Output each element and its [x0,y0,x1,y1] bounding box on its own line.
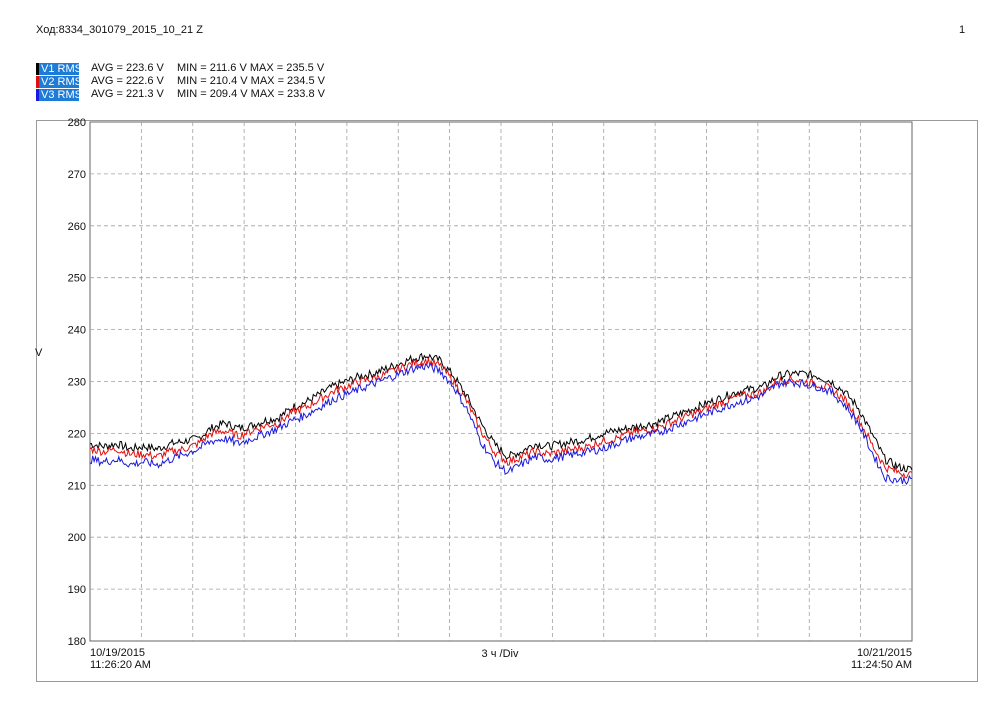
y-tick-label: 200 [68,532,86,544]
y-tick-label: 250 [68,273,86,285]
y-axis-label: V [35,347,43,359]
legend-swatch-v3 [36,88,39,101]
legend-swatch-v2 [36,75,39,88]
page-number: 1 [959,24,966,36]
legend-row-v2: V2 RMS AVG = 222.6 V MIN = 210.4 V MAX =… [36,75,325,88]
legend-row-v3: V3 RMS AVG = 221.3 V MIN = 209.4 V MAX =… [36,88,325,101]
legend-series-name: V3 RMS [39,88,82,101]
chart-series [89,352,913,486]
legend-minmax: MIN = 211.6 V MAX = 235.5 V [177,62,325,74]
y-tick-label: 260 [68,221,86,233]
x-start-date: 10/19/2015 [90,647,145,659]
x-end-time: 11:24:50 AM [851,659,912,671]
series-line-v2-rms [89,357,913,479]
legend-series-name: V2 RMS [39,75,82,88]
legend-avg: AVG = 223.6 V [91,62,164,74]
legend-avg: AVG = 222.6 V [91,75,164,87]
legend-series-name: V1 RMS [39,62,82,75]
legend: V1 RMS AVG = 223.6 V MIN = 211.6 V MAX =… [36,62,325,101]
legend-minmax: MIN = 209.4 V MAX = 233.8 V [177,88,325,100]
y-tick-label: 190 [68,584,86,596]
y-tick-labels: 280 270 260 250 240 230 220 210 200 190 180 [68,117,86,648]
y-tick-label: 270 [68,169,86,181]
legend-swatch-v1 [36,62,39,75]
chart-frame [36,120,978,682]
legend-row-v1: V1 RMS AVG = 223.6 V MIN = 211.6 V MAX =… [36,62,325,75]
x-start-time: 11:26:20 AM [90,659,151,671]
y-tick-label: 210 [68,480,86,492]
series-line-v3-rms [89,362,913,486]
y-tick-label: 280 [68,117,86,129]
y-tick-label: 180 [68,636,86,648]
y-tick-label: 220 [68,428,86,440]
chart-grid [89,121,913,642]
document-title: Ход:8334_301079_2015_10_21 Z [36,24,203,36]
y-tick-label: 230 [68,377,86,389]
x-division-label: 3 ч /Div [482,648,519,660]
legend-minmax: MIN = 210.4 V MAX = 234.5 V [177,75,325,87]
x-end-date: 10/21/2015 [857,647,912,659]
y-tick-label: 240 [68,325,86,337]
legend-avg: AVG = 221.3 V [91,88,164,100]
